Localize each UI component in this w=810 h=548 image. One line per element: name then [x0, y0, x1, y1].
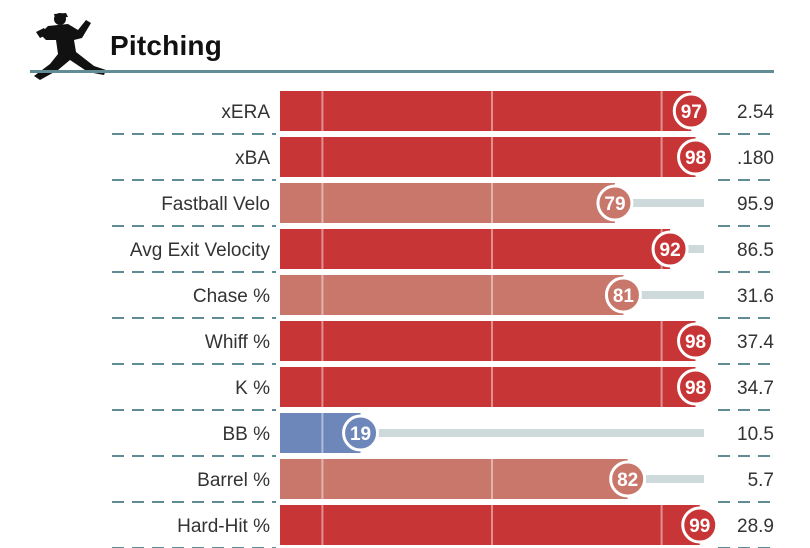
header-divider — [30, 70, 774, 73]
metric-label-7: BB % — [222, 424, 270, 445]
metric-label-2: Fastball Velo — [161, 194, 270, 215]
percentile-label-1: 98 — [685, 148, 706, 169]
percentile-badge-1 — [677, 138, 715, 176]
metric-label-5: Whiff % — [205, 332, 270, 353]
percentile-label-4: 81 — [613, 286, 635, 307]
metric-label-0: xERA — [221, 102, 270, 123]
percentile-badge-3 — [651, 230, 689, 268]
bar-8 — [280, 459, 628, 499]
metric-label-8: Barrel % — [197, 470, 270, 491]
stat-value-4: 31.6 — [737, 286, 774, 307]
stat-value-3: 86.5 — [737, 240, 774, 261]
bar-1 — [280, 137, 696, 177]
stat-value-6: 34.7 — [737, 378, 774, 399]
bar-track-2 — [614, 199, 704, 207]
percentile-label-6: 98 — [685, 378, 706, 399]
bar-4 — [280, 275, 624, 315]
bar-0 — [280, 91, 692, 131]
percentile-label-2: 79 — [604, 194, 625, 215]
metric-label-4: Chase % — [193, 286, 270, 307]
bar-track-7 — [360, 429, 704, 437]
percentile-label-8: 82 — [617, 470, 638, 491]
bar-6 — [280, 367, 696, 407]
metric-label-9: Hard-Hit % — [177, 516, 270, 537]
metric-label-1: xBA — [235, 148, 270, 169]
percentile-label-7: 19 — [350, 424, 371, 445]
pitcher-silhouette-icon — [34, 13, 106, 80]
bar-track-8 — [627, 475, 704, 483]
percentile-label-3: 92 — [660, 240, 681, 261]
percentile-badge-0 — [672, 92, 710, 130]
metric-label-6: K % — [235, 378, 270, 399]
bar-9 — [280, 505, 700, 545]
stat-value-1: .180 — [737, 148, 774, 169]
bar-track-4 — [623, 291, 704, 299]
percentile-label-9: 99 — [689, 516, 710, 537]
percentile-badge-9 — [681, 506, 719, 544]
percentile-badge-5 — [677, 322, 715, 360]
metric-label-3: Avg Exit Velocity — [130, 240, 271, 261]
stat-value-9: 28.9 — [737, 516, 774, 537]
percentile-label-0: 97 — [681, 102, 702, 123]
percentile-badge-4 — [604, 276, 642, 314]
bar-2 — [280, 183, 615, 223]
stat-value-7: 10.5 — [737, 424, 774, 445]
stat-value-2: 95.9 — [737, 194, 774, 215]
bar-3 — [280, 229, 671, 269]
percentile-badge-7 — [342, 414, 380, 452]
percentile-badge-6 — [677, 368, 715, 406]
stat-value-0: 2.54 — [737, 102, 774, 123]
stat-value-5: 37.4 — [737, 332, 774, 353]
percentile-badge-2 — [596, 184, 634, 222]
section-header: Pitching — [0, 0, 810, 80]
stat-value-8: 5.7 — [748, 470, 774, 491]
bar-5 — [280, 321, 696, 361]
page-title: Pitching — [110, 30, 223, 61]
percentile-label-5: 98 — [685, 332, 706, 353]
percentile-badge-8 — [609, 460, 647, 498]
